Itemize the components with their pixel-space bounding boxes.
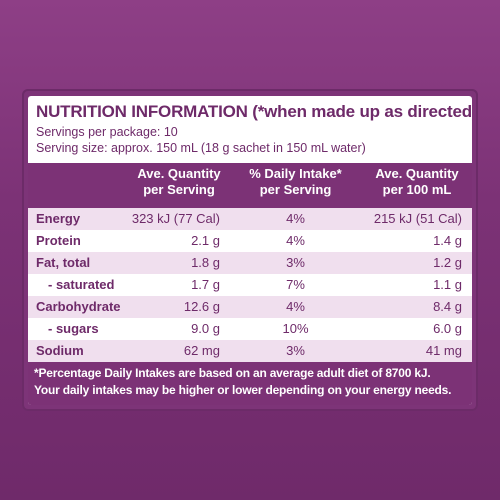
header-per-serving-line1: Ave. Quantity (137, 166, 221, 181)
serving-size: Serving size: approx. 150 mL (18 g sache… (36, 141, 366, 155)
value-daily-intake: 4% (286, 211, 305, 226)
value-per-100ml: 6.0 g (433, 321, 462, 336)
header-per-100ml-line2: per 100 mL (382, 182, 452, 197)
table-row: Fat, total 1.8 g 3% 1.2 g (28, 252, 472, 274)
nutrition-panel: NUTRITION INFORMATION (*when made up as … (28, 96, 472, 405)
value-daily-intake: 3% (286, 343, 305, 358)
value-daily-intake: 4% (286, 233, 305, 248)
value-per-100ml: 1.1 g (433, 277, 462, 292)
value-daily-intake: 4% (286, 299, 305, 314)
value-per-serving: 1.7 g (191, 277, 220, 292)
value-per-serving: 323 kJ (77 Cal) (131, 211, 220, 226)
table-row: Carbohydrate 12.6 g 4% 8.4 g (28, 296, 472, 318)
value-per-serving: 9.0 g (191, 321, 220, 336)
panel-title: NUTRITION INFORMATION (*when made up as … (36, 102, 472, 121)
column-header-band (28, 163, 472, 208)
header-daily-intake-line1: % Daily Intake* (249, 166, 342, 181)
table-row: Energy 323 kJ (77 Cal) 4% 215 kJ (51 Cal… (28, 208, 472, 230)
header-daily-intake-line2: per Serving (259, 182, 332, 197)
table-row: - sugars 9.0 g 10% 6.0 g (28, 318, 472, 340)
row-label: - saturated (48, 277, 115, 292)
value-per-100ml: 8.4 g (433, 299, 462, 314)
value-daily-intake: 3% (286, 255, 305, 270)
row-label: Protein (36, 233, 81, 248)
row-label: Energy (36, 211, 81, 226)
row-label: Carbohydrate (36, 299, 121, 314)
value-per-serving: 2.1 g (191, 233, 220, 248)
footnote-line-1: *Percentage Daily Intakes are based on a… (34, 366, 431, 380)
value-per-serving: 12.6 g (183, 299, 220, 314)
value-per-100ml: 1.2 g (433, 255, 462, 270)
row-label: - sugars (48, 321, 99, 336)
servings-per-package: Servings per package: 10 (36, 125, 178, 139)
footnote-line-2: Your daily intakes may be higher or lowe… (34, 383, 452, 397)
value-per-serving: 1.8 g (191, 255, 220, 270)
value-per-100ml: 1.4 g (433, 233, 462, 248)
header-per-100ml-line1: Ave. Quantity (375, 166, 459, 181)
header-per-100ml: Ave. Quantity per 100 mL (363, 166, 471, 198)
value-per-serving: 62 mg (183, 343, 220, 358)
footnote-band (28, 362, 472, 405)
header-per-serving: Ave. Quantity per Serving (124, 166, 234, 198)
row-label: Fat, total (36, 255, 91, 270)
table-row: Sodium 62 mg 3% 41 mg (28, 340, 472, 362)
value-daily-intake: 7% (286, 277, 305, 292)
header-daily-intake: % Daily Intake* per Serving (238, 166, 353, 198)
table-row: - saturated 1.7 g 7% 1.1 g (28, 274, 472, 296)
value-per-100ml: 215 kJ (51 Cal) (373, 211, 462, 226)
table-row: Protein 2.1 g 4% 1.4 g (28, 230, 472, 252)
value-daily-intake: 10% (282, 321, 309, 336)
value-per-100ml: 41 mg (425, 343, 462, 358)
row-label: Sodium (36, 343, 84, 358)
header-per-serving-line2: per Serving (143, 182, 215, 197)
